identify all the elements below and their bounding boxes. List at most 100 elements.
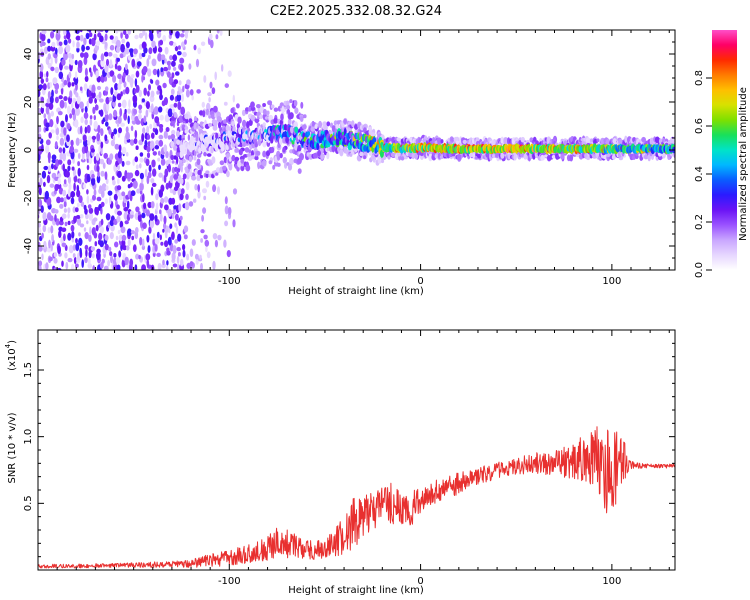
spectrogram-cell (150, 90, 155, 98)
spectrogram-cell (120, 43, 125, 53)
spectrogram-cell (158, 124, 164, 129)
spectrogram-cell (149, 213, 155, 221)
spectrogram-cell (175, 71, 180, 76)
spectrogram-cell (182, 249, 186, 258)
spectrogram-cell (95, 153, 100, 161)
spectrogram-cell (100, 201, 105, 207)
spectrogram-cell (183, 234, 188, 240)
spectrogram-cell (154, 144, 160, 150)
spectrogram-cell (67, 232, 72, 241)
spectrogram-cell (72, 97, 77, 104)
spectrogram-cell (127, 239, 131, 247)
spectrogram-cell (57, 177, 61, 185)
spectrogram-cell (174, 166, 178, 172)
spectrogram-cell (102, 162, 106, 169)
spectrogram-cell (160, 158, 166, 166)
spectrogram-cell (79, 223, 85, 228)
spectrogram-cell (116, 93, 122, 101)
spectrogram-cell (146, 58, 150, 67)
spectrogram-cell (45, 77, 49, 83)
spectrogram-cell (111, 39, 115, 44)
spectrogram-cell (113, 253, 117, 258)
spectrogram-cell (117, 65, 122, 72)
snr-multiplier-suffix: ) (7, 340, 18, 344)
spectrogram-cell (71, 231, 75, 239)
spectrogram-cell (49, 81, 53, 88)
spectrogram-cell (159, 213, 163, 222)
spectrogram-cell (124, 256, 129, 266)
spectrogram-cell (58, 41, 63, 47)
spectrogram-cell (179, 193, 184, 201)
spectrogram-cell (150, 178, 155, 184)
spectrogram-cell (96, 85, 102, 91)
spectrogram-cell (194, 183, 198, 191)
spectrogram-cell (134, 156, 139, 163)
spectrogram-cell (86, 100, 89, 109)
spectrogram-cell (166, 265, 169, 270)
snr-panel: -100 0 100 0.5 1.0 1.5 Height of straight li… (4, 329, 676, 596)
spectrogram-cell (67, 165, 71, 172)
spectrogram-cell (124, 63, 128, 71)
spectrogram-cell (109, 59, 113, 68)
spectrogram-cell (363, 155, 367, 160)
spectrogram-cell (38, 226, 42, 235)
spectrogram-cell (84, 67, 88, 77)
spectrogram-cell (255, 150, 261, 156)
spectrogram-cell (50, 243, 53, 252)
spectrogram-cell (200, 142, 205, 151)
spectrogram-cell (99, 109, 104, 117)
spectrogram-cell (332, 139, 337, 146)
spectrogram-cell (210, 39, 214, 49)
spectrogram-cell (143, 87, 147, 96)
spectrogram-cell (171, 160, 175, 164)
spectrogram-cell (97, 170, 100, 178)
spectrogram-cell (202, 110, 206, 118)
spectrogram-cell (40, 106, 44, 114)
spectrogram-cell (175, 156, 179, 165)
spectrogram-cell (79, 139, 82, 144)
spectrogram-cell (91, 135, 97, 140)
snr-y-tick-label: 0.5 (23, 495, 34, 511)
spectrogram-cell (312, 152, 318, 159)
spectrogram-cell (215, 132, 219, 140)
spectrogram-cell (83, 56, 88, 66)
snr-x-tick-label: 0 (417, 576, 423, 587)
spectrogram-cell (420, 154, 424, 160)
spectrogram-cell (184, 129, 189, 134)
spectrogram-cell (285, 136, 289, 144)
spectrogram-cell (100, 53, 105, 62)
spectrogram-cell (67, 212, 70, 219)
spectrogram-cell (363, 145, 368, 152)
spectrogram-cell (56, 267, 62, 270)
spectrogram-cell (207, 122, 213, 127)
colorbar-tick-label: 0.2 (694, 214, 705, 230)
spectrogram-cell (205, 180, 210, 188)
spectrogram-cell (232, 219, 236, 228)
spectrogram-cell (178, 80, 182, 86)
spectrogram-cell (198, 110, 204, 116)
spectrogram-cell (151, 40, 156, 48)
spectrogram-cell (179, 178, 184, 185)
spectrogram-cell (159, 234, 162, 241)
spectrogram-cell (145, 209, 150, 217)
spectrogram-cell (90, 246, 96, 252)
spectrogram-cell (104, 86, 109, 92)
spectrogram-cell (173, 79, 179, 85)
spectrogram-cell (105, 58, 110, 67)
spectrogram-cell (272, 164, 276, 170)
spectrogram-x-tick-label: -100 (218, 276, 241, 287)
spectrogram-cell (54, 141, 58, 149)
spectrogram-cell (230, 107, 235, 114)
spectrogram-cell (71, 53, 75, 60)
spectrogram-cell (38, 125, 42, 133)
spectrogram-cell (147, 90, 150, 97)
spectrogram-cell (59, 137, 65, 146)
spectrogram-cell (243, 154, 248, 158)
spectrogram-cell (208, 97, 211, 103)
spectrogram-cell (84, 106, 88, 113)
spectrogram-cell (204, 239, 210, 247)
spectrogram-cell (259, 114, 264, 120)
spectrogram-cell (299, 153, 304, 161)
spectrogram-cell (172, 245, 177, 255)
spectrogram-cell (232, 94, 235, 103)
